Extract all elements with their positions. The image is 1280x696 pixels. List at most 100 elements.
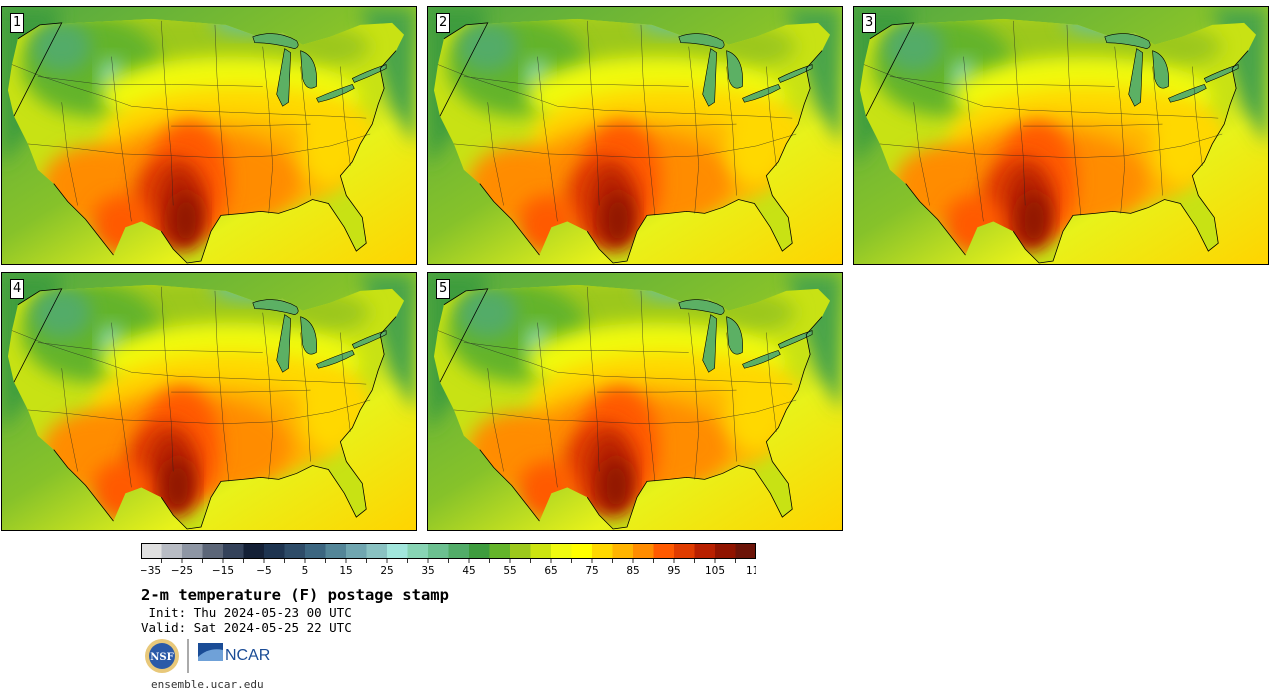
temperature-zone xyxy=(31,286,92,339)
coastline xyxy=(439,22,823,264)
state-border xyxy=(597,389,737,393)
coastline xyxy=(13,288,397,530)
lake xyxy=(1104,33,1151,49)
colorbar-swatch xyxy=(284,543,306,559)
state-borders xyxy=(11,20,371,222)
state-border xyxy=(537,56,558,222)
chart-title: 2-m temperature (F) postage stamp xyxy=(141,586,449,604)
great-lakes xyxy=(252,33,387,107)
colorbar-tick-label: 5 xyxy=(302,565,309,577)
temperature-zone xyxy=(31,20,92,73)
state-border xyxy=(463,342,689,353)
state-border xyxy=(586,20,600,206)
lake xyxy=(276,314,291,373)
colorbar-swatch xyxy=(448,543,470,559)
colorbar-tick-label: 15 xyxy=(339,565,352,577)
forecast-panel-3[interactable]: 3 xyxy=(853,6,1269,265)
state-border xyxy=(437,330,558,373)
lake xyxy=(742,350,781,369)
state-border xyxy=(171,389,311,393)
state-border xyxy=(61,102,78,206)
lake xyxy=(1203,64,1239,83)
footer-url[interactable]: ensemble.ucar.edu xyxy=(151,678,264,691)
colorbar-swatch xyxy=(674,543,695,559)
logos: NSF NCAR xyxy=(145,639,270,673)
colorbar-swatch xyxy=(489,543,511,559)
state-border xyxy=(983,105,1219,119)
colorbar-tick-label: 65 xyxy=(544,565,557,577)
state-border xyxy=(160,286,174,472)
colorbar-swatch xyxy=(346,543,367,559)
state-border xyxy=(586,286,600,472)
colorbar-swatch xyxy=(510,543,531,559)
colorbar-swatch xyxy=(530,543,552,559)
state-border xyxy=(557,371,793,385)
colorbar-tick-label: 75 xyxy=(585,565,598,577)
state-border xyxy=(131,105,367,119)
colorbar-tick-label: 55 xyxy=(503,565,516,577)
lake xyxy=(1152,50,1169,89)
great-lakes xyxy=(678,299,813,373)
state-border xyxy=(1066,24,1082,216)
colorbar-swatch xyxy=(551,543,572,559)
lake xyxy=(300,50,317,89)
lake xyxy=(276,48,291,107)
panel-number-label: 3 xyxy=(862,13,877,33)
state-border xyxy=(453,143,603,157)
colorbar-border xyxy=(141,543,756,559)
coastline xyxy=(439,288,823,530)
coastline xyxy=(13,22,397,264)
colorbar-swatch xyxy=(715,543,736,559)
colorbar-swatch xyxy=(571,543,593,559)
valid-time: Valid: Sat 2024-05-25 22 UTC xyxy=(141,620,352,635)
state-border xyxy=(1114,46,1125,214)
state-borders xyxy=(437,286,797,488)
temperature-zone xyxy=(457,286,518,339)
forecast-panel-4[interactable]: 4 xyxy=(1,272,417,531)
colorbar-swatch xyxy=(305,543,326,559)
panel-number-label: 2 xyxy=(436,13,451,33)
coastline xyxy=(865,22,1249,264)
state-border xyxy=(160,20,174,206)
state-border xyxy=(27,409,177,423)
state-border xyxy=(602,399,797,425)
lake xyxy=(351,64,387,83)
colorbar-tick-label: 115 xyxy=(746,565,756,577)
lake xyxy=(678,33,725,49)
temperature-map xyxy=(2,7,416,264)
state-border xyxy=(453,409,603,423)
lake xyxy=(777,64,813,83)
temperature-zone xyxy=(602,192,635,249)
state-border xyxy=(37,76,263,87)
lake xyxy=(1168,84,1207,103)
state-border xyxy=(111,322,132,488)
lake xyxy=(678,299,725,315)
state-borders xyxy=(11,286,371,488)
state-border xyxy=(640,290,656,482)
colorbar-tick-label: −35 xyxy=(141,565,161,577)
colorbar-swatch xyxy=(735,543,756,559)
state-border xyxy=(487,368,504,472)
state-border xyxy=(537,322,558,488)
state-border xyxy=(11,64,132,107)
temperature-zone xyxy=(1018,192,1051,249)
lake xyxy=(742,84,781,103)
state-border xyxy=(688,46,699,214)
state-border xyxy=(437,64,558,107)
state-border xyxy=(557,105,793,119)
state-border xyxy=(300,66,311,196)
state-border xyxy=(602,133,797,159)
state-border xyxy=(766,332,777,432)
colorbar-tick-label: −25 xyxy=(171,565,193,577)
state-border xyxy=(913,102,930,206)
colorbar-swatch xyxy=(141,543,162,559)
state-border xyxy=(214,290,230,482)
forecast-panel-1[interactable]: 1 xyxy=(1,6,417,265)
forecast-panel-2[interactable]: 2 xyxy=(427,6,843,265)
state-border xyxy=(214,24,230,216)
state-border xyxy=(963,56,984,222)
colorbar-tick-label: −15 xyxy=(212,565,234,577)
ncar-logo-text: NCAR xyxy=(225,647,270,664)
colorbar-swatch xyxy=(387,543,408,559)
forecast-panel-5[interactable]: 5 xyxy=(427,272,843,531)
